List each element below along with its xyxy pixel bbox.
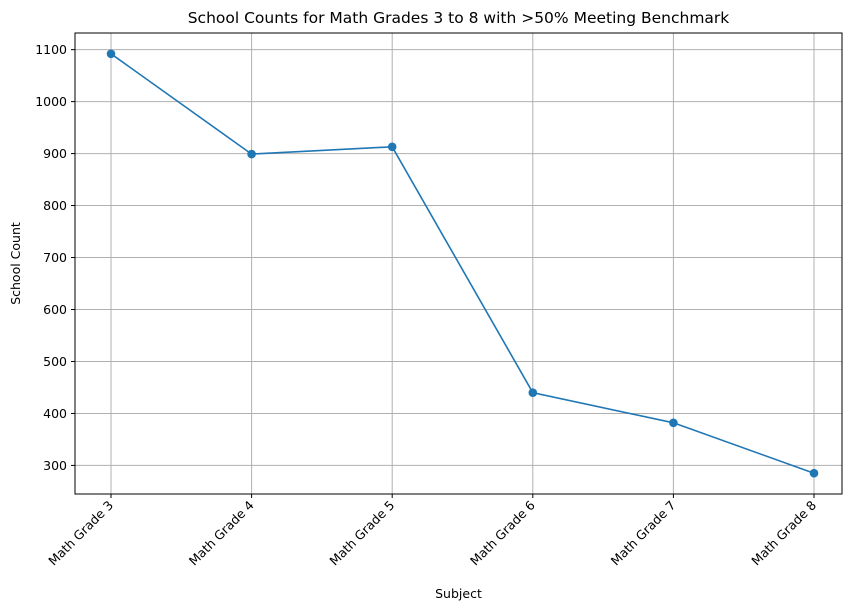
chart-title: School Counts for Math Grades 3 to 8 wit…	[188, 9, 730, 27]
data-point	[669, 418, 678, 428]
y-tick-label: 1000	[35, 94, 67, 109]
series-line	[110, 53, 815, 474]
x-tick-label: Math Grade 7	[608, 498, 679, 569]
x-tick-label: Math Grade 8	[748, 497, 819, 568]
data-point	[528, 388, 538, 397]
x-tick-label: Math Grade 3	[45, 498, 116, 569]
x-tick-label: Math Grade 6	[467, 497, 538, 568]
y-tick-label: 700	[43, 250, 67, 265]
ticks-layer: 300 400 500 600 700 800 900 1000 1100 Math Grade …	[35, 42, 819, 568]
y-tick-label: 400	[43, 406, 67, 421]
grid-layer	[75, 33, 842, 494]
y-tick-label: 900	[43, 146, 67, 161]
y-tick-label: 600	[43, 302, 67, 317]
y-tick-label: 800	[43, 198, 67, 213]
plot-frame	[74, 32, 843, 495]
y-tick-label: 500	[43, 354, 67, 369]
data-point	[809, 468, 819, 478]
y-tick-label: 1100	[35, 42, 67, 57]
x-tick-label: Math Grade 4	[186, 497, 257, 568]
data-point	[387, 142, 397, 152]
x-axis-label: Subject	[435, 586, 482, 601]
data-point	[106, 49, 116, 59]
x-tick-label: Math Grade 5	[326, 498, 397, 569]
series-layer	[106, 49, 819, 478]
y-tick-label: 300	[43, 458, 67, 473]
y-axis-label: School Count	[8, 222, 23, 305]
data-point	[247, 149, 256, 159]
